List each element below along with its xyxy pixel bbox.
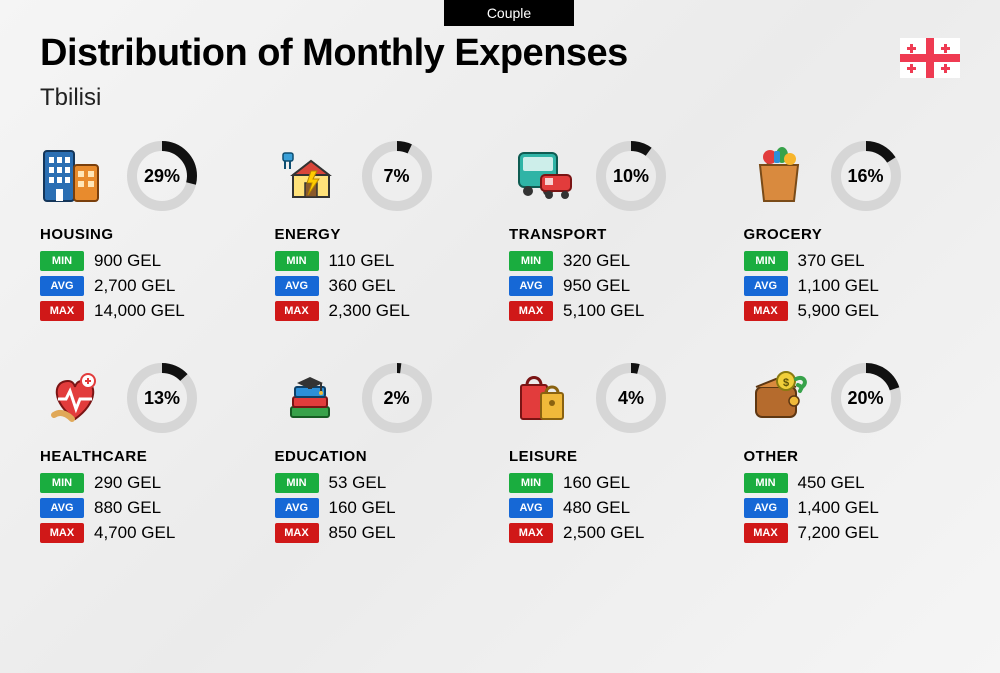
percent-value: 13% bbox=[126, 362, 198, 434]
min-badge: MIN bbox=[509, 473, 553, 493]
category-name: GROCERY bbox=[744, 226, 961, 243]
percent-donut: 4% bbox=[595, 362, 667, 434]
category-name: TRANSPORT bbox=[509, 226, 726, 243]
percent-value: 10% bbox=[595, 140, 667, 212]
avg-badge: AVG bbox=[509, 498, 553, 518]
category-grid: 29% HOUSING MIN900 GEL AVG2,700 GEL MAX1… bbox=[40, 140, 960, 548]
percent-value: 29% bbox=[126, 140, 198, 212]
max-value: 7,200 GEL bbox=[798, 523, 879, 543]
max-badge: MAX bbox=[40, 523, 84, 543]
min-badge: MIN bbox=[509, 251, 553, 271]
percent-donut: 13% bbox=[126, 362, 198, 434]
avg-value: 2,700 GEL bbox=[94, 276, 175, 296]
min-value: 370 GEL bbox=[798, 251, 865, 271]
max-badge: MAX bbox=[275, 301, 319, 321]
min-value: 450 GEL bbox=[798, 473, 865, 493]
max-value: 5,900 GEL bbox=[798, 301, 879, 321]
min-value: 900 GEL bbox=[94, 251, 161, 271]
min-value: 320 GEL bbox=[563, 251, 630, 271]
city-subtitle: Tbilisi bbox=[40, 84, 101, 112]
percent-value: 7% bbox=[361, 140, 433, 212]
percent-donut: 29% bbox=[126, 140, 198, 212]
avg-value: 480 GEL bbox=[563, 498, 630, 518]
svg-text:$: $ bbox=[782, 377, 788, 389]
min-value: 160 GEL bbox=[563, 473, 630, 493]
max-value: 4,700 GEL bbox=[94, 523, 175, 543]
grocery-icon bbox=[744, 145, 814, 207]
category-name: LEISURE bbox=[509, 448, 726, 465]
percent-value: 20% bbox=[830, 362, 902, 434]
category-grocery: 16% GROCERY MIN 370 GEL AVG 1,100 GEL MAX 5… bbox=[744, 140, 961, 326]
category-name: ENERGY bbox=[275, 226, 492, 243]
max-badge: MAX bbox=[275, 523, 319, 543]
min-badge: MIN bbox=[275, 251, 319, 271]
max-value: 2,300 GEL bbox=[329, 301, 410, 321]
percent-donut: 2% bbox=[361, 362, 433, 434]
avg-badge: AVG bbox=[275, 276, 319, 296]
category-name: OTHER bbox=[744, 448, 961, 465]
percent-value: 2% bbox=[361, 362, 433, 434]
min-value: 290 GEL bbox=[94, 473, 161, 493]
georgia-flag-icon bbox=[900, 38, 960, 78]
min-value: 53 GEL bbox=[329, 473, 387, 493]
min-badge: MIN bbox=[40, 473, 84, 493]
percent-value: 4% bbox=[595, 362, 667, 434]
category-other: $ 20% OTHER MIN 450 GEL AVG 1,400 GEL MAX 7… bbox=[744, 362, 961, 548]
education-icon bbox=[275, 367, 345, 429]
category-name: HOUSING bbox=[40, 226, 257, 243]
percent-donut: 7% bbox=[361, 140, 433, 212]
category-healthcare: 13% HEALTHCARE MIN 290 GEL AVG 880 GEL MAX… bbox=[40, 362, 257, 548]
percent-donut: 10% bbox=[595, 140, 667, 212]
max-badge: MAX bbox=[40, 301, 84, 321]
avg-value: 360 GEL bbox=[329, 276, 396, 296]
max-value: 14,000 GEL bbox=[94, 301, 185, 321]
avg-badge: AVG bbox=[275, 498, 319, 518]
max-value: 5,100 GEL bbox=[563, 301, 644, 321]
page-title: Distribution of Monthly Expenses bbox=[40, 32, 628, 75]
max-value: 2,500 GEL bbox=[563, 523, 644, 543]
max-badge: MAX bbox=[744, 301, 788, 321]
max-badge: MAX bbox=[509, 523, 553, 543]
min-badge: MIN bbox=[40, 251, 84, 271]
category-leisure: 4% LEISURE MIN 160 GEL AVG 480 GEL MAX 2,50… bbox=[509, 362, 726, 548]
category-education: 2% EDUCATION MIN 53 GEL AVG 160 GEL MAX 850… bbox=[275, 362, 492, 548]
leisure-icon bbox=[509, 367, 579, 429]
max-badge: MAX bbox=[744, 523, 788, 543]
min-badge: MIN bbox=[744, 251, 788, 271]
housing-icon bbox=[40, 145, 110, 207]
percent-donut: 20% bbox=[830, 362, 902, 434]
min-badge: MIN bbox=[744, 473, 788, 493]
min-badge: MIN bbox=[275, 473, 319, 493]
avg-badge: AVG bbox=[744, 498, 788, 518]
energy-icon bbox=[275, 145, 345, 207]
avg-value: 1,400 GEL bbox=[798, 498, 879, 518]
avg-value: 160 GEL bbox=[329, 498, 396, 518]
tab-label: Couple bbox=[444, 0, 574, 26]
avg-badge: AVG bbox=[40, 276, 84, 296]
other-icon: $ bbox=[744, 367, 814, 429]
percent-value: 16% bbox=[830, 140, 902, 212]
category-name: HEALTHCARE bbox=[40, 448, 257, 465]
min-value: 110 GEL bbox=[329, 251, 395, 271]
avg-badge: AVG bbox=[509, 276, 553, 296]
avg-value: 1,100 GEL bbox=[798, 276, 879, 296]
max-badge: MAX bbox=[509, 301, 553, 321]
category-energy: 7% ENERGY MIN 110 GEL AVG 360 GEL MAX 2,300… bbox=[275, 140, 492, 326]
category-housing: 29% HOUSING MIN 900 GEL AVG 2,700 GEL MAX 1… bbox=[40, 140, 257, 326]
max-value: 850 GEL bbox=[329, 523, 396, 543]
avg-badge: AVG bbox=[40, 498, 84, 518]
avg-value: 880 GEL bbox=[94, 498, 161, 518]
healthcare-icon bbox=[40, 367, 110, 429]
percent-donut: 16% bbox=[830, 140, 902, 212]
avg-badge: AVG bbox=[744, 276, 788, 296]
category-transport: 10% TRANSPORT MIN 320 GEL AVG 950 GEL MAX 5… bbox=[509, 140, 726, 326]
category-name: EDUCATION bbox=[275, 448, 492, 465]
transport-icon bbox=[509, 145, 579, 207]
avg-value: 950 GEL bbox=[563, 276, 630, 296]
